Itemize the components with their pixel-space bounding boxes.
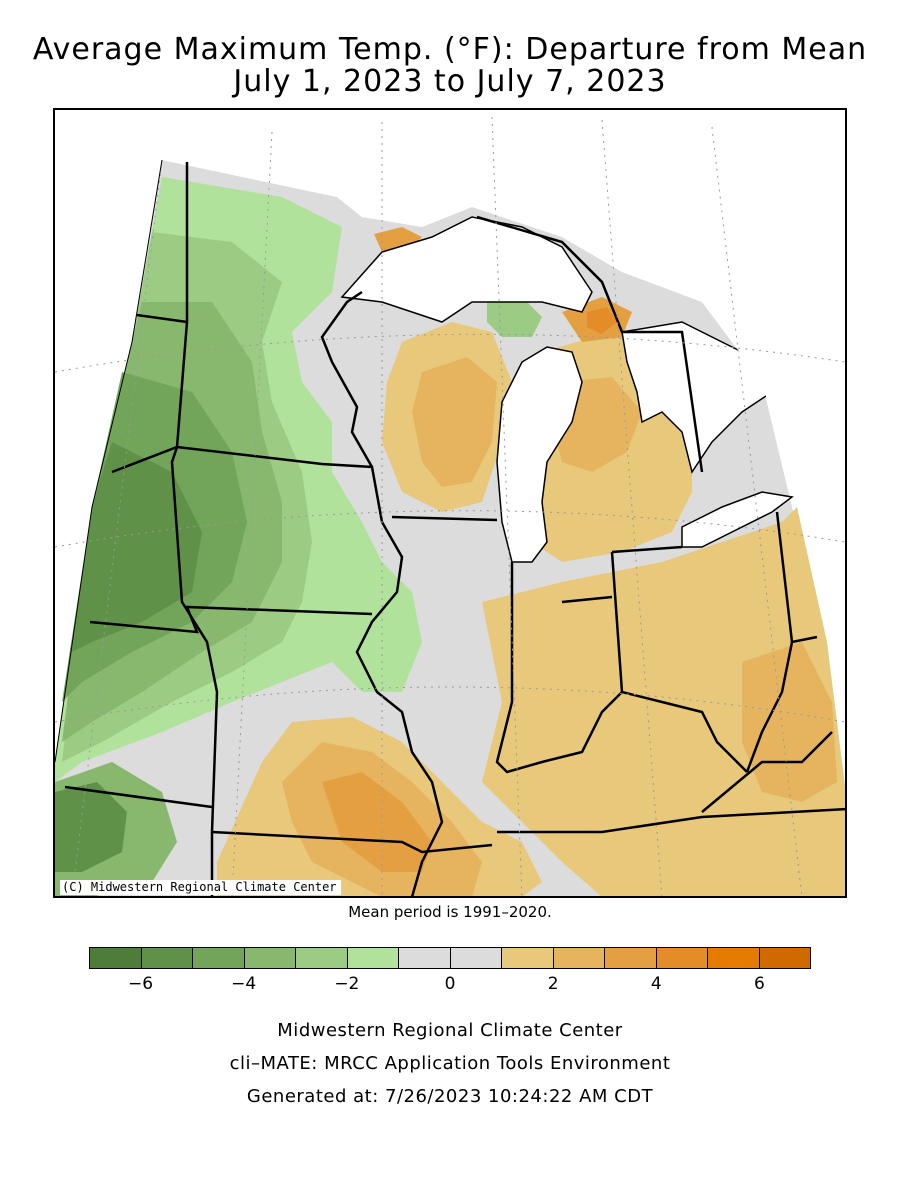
copyright-label: (C) Midwestern Regional Climate Center <box>60 880 341 895</box>
legend-swatch <box>296 948 348 968</box>
legend-tick-label: 6 <box>754 974 765 994</box>
orange-region-south-core <box>322 772 432 872</box>
legend-swatch <box>502 948 554 968</box>
legend-swatch <box>193 948 245 968</box>
legend-tick-labels: −6 −4 −2 0 2 4 6 <box>89 972 811 998</box>
title-line-2: July 1, 2023 to July 7, 2023 <box>233 64 667 99</box>
legend-tick-label: 2 <box>547 974 559 994</box>
color-legend <box>89 947 811 969</box>
footer-organization: Midwestern Regional Climate Center <box>277 1020 623 1041</box>
legend-swatch <box>90 948 142 968</box>
legend-swatch <box>605 948 657 968</box>
legend-tick-label: −4 <box>231 974 257 994</box>
orange-region-wi-inner <box>412 357 497 487</box>
title-line-1: Average Maximum Temp. (°F): Departure fr… <box>32 32 868 67</box>
graticule <box>55 116 845 896</box>
green-region-darkest <box>72 442 202 652</box>
legend-tick-label: 0 <box>444 974 456 994</box>
footer-generated: Generated at: 7/26/2023 10:24:22 AM CDT <box>246 1086 654 1107</box>
green-region-sw-dark <box>55 782 127 872</box>
footer-application: cli–MATE: MRCC Application Tools Environ… <box>229 1053 671 1074</box>
legend-tick-label: −6 <box>128 974 154 994</box>
orange-region-upper-core <box>587 307 617 334</box>
legend-tick-label: −2 <box>334 974 360 994</box>
map-frame: (C) Midwestern Regional Climate Center <box>53 108 847 898</box>
legend-swatch <box>399 948 451 968</box>
mean-period-note: Mean period is 1991–2020. <box>348 903 552 921</box>
legend-tick-label: 4 <box>650 974 662 994</box>
legend-swatch <box>708 948 760 968</box>
state-boundaries <box>64 162 845 896</box>
legend-swatch <box>450 948 502 968</box>
lake-michigan <box>496 346 583 563</box>
legend-swatch <box>656 948 708 968</box>
map-outline <box>55 159 163 763</box>
legend-swatch <box>347 948 399 968</box>
legend-swatch <box>759 948 810 968</box>
lake-huron <box>621 321 773 474</box>
lake-superior <box>340 216 593 323</box>
lake-erie <box>681 491 794 548</box>
canada-land <box>162 110 845 507</box>
green-region-upper-mi <box>487 297 542 337</box>
legend-swatch <box>553 948 605 968</box>
departure-map <box>55 110 845 896</box>
legend-swatch <box>244 948 296 968</box>
legend-swatch <box>141 948 193 968</box>
